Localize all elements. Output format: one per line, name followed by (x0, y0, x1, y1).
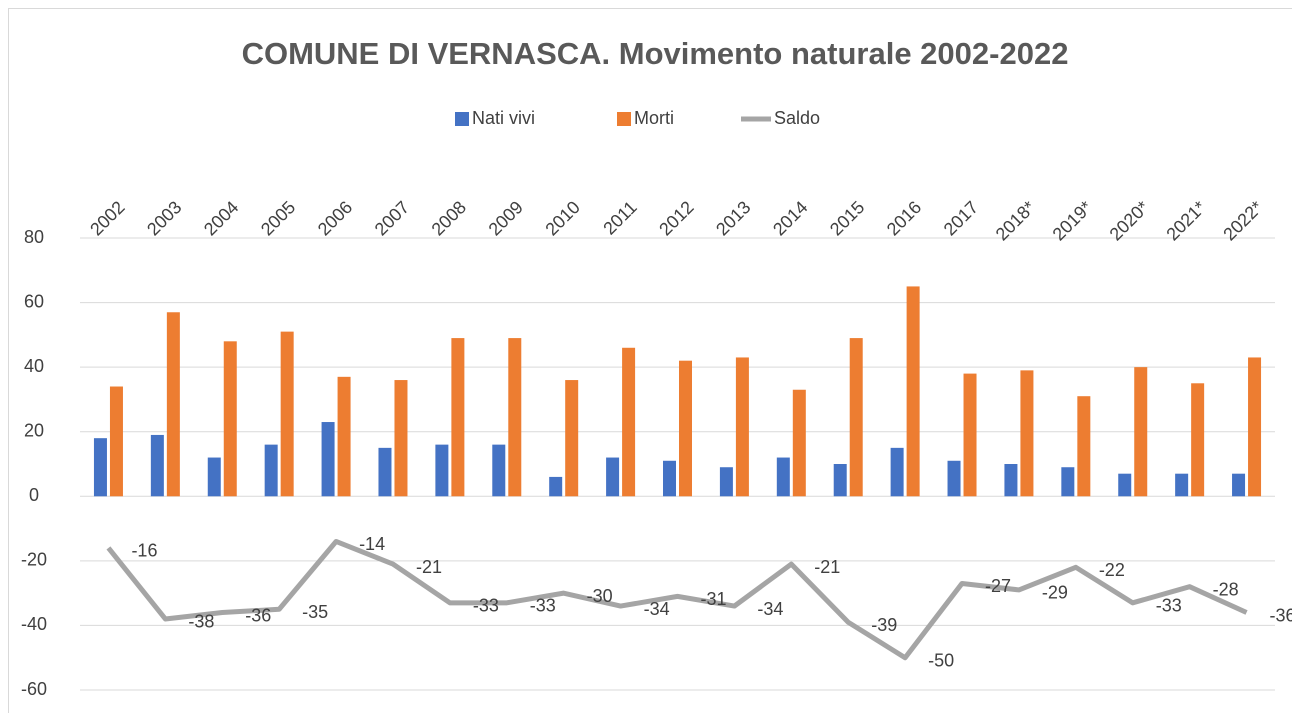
bar (1118, 473, 1132, 497)
bar (663, 460, 676, 497)
y-tick-label: 80 (24, 227, 44, 247)
legend-label: Saldo (774, 108, 820, 128)
data-label: -16 (131, 541, 157, 561)
bar (1061, 467, 1075, 497)
data-label: -36 (1270, 605, 1292, 625)
bar (378, 447, 392, 497)
bar (719, 467, 733, 497)
bar (223, 341, 237, 497)
bar (849, 338, 863, 497)
data-label: -14 (359, 534, 385, 554)
bar (833, 464, 847, 497)
data-label: -34 (644, 599, 670, 619)
chart-frame (8, 8, 1292, 713)
data-label: -39 (871, 615, 897, 635)
bar (963, 373, 977, 497)
legend-swatch (617, 112, 631, 126)
bar (1248, 357, 1262, 497)
y-tick-label: 0 (29, 485, 39, 505)
bar (549, 476, 563, 497)
data-label: -36 (245, 605, 271, 625)
bar (337, 376, 351, 497)
bar (451, 338, 465, 497)
y-tick-label: 20 (24, 420, 44, 440)
bar (207, 457, 221, 497)
data-label: -21 (416, 557, 442, 577)
data-label: -34 (757, 599, 783, 619)
bar (890, 447, 904, 497)
legend-swatch (455, 112, 469, 126)
data-label: -33 (1156, 596, 1182, 616)
bar (264, 444, 278, 497)
data-label: -29 (1042, 583, 1068, 603)
bar (906, 286, 920, 497)
data-label: -33 (473, 596, 499, 616)
chart-title: COMUNE DI VERNASCA. Movimento naturale 2… (242, 36, 1069, 71)
bar (1077, 396, 1091, 497)
y-tick-label: 60 (24, 291, 44, 311)
bar (321, 422, 335, 497)
bar (280, 331, 294, 497)
bar (166, 312, 180, 497)
bar (947, 460, 961, 497)
data-label: -33 (530, 596, 556, 616)
bar (606, 457, 620, 497)
y-tick-label: 40 (24, 356, 44, 376)
data-label: -30 (587, 586, 613, 606)
bar (109, 386, 123, 497)
data-label: -31 (700, 589, 726, 609)
data-label: -21 (814, 557, 840, 577)
data-label: -22 (1099, 560, 1125, 580)
bar (622, 347, 636, 497)
bar (1232, 473, 1246, 497)
data-label: -35 (302, 602, 328, 622)
bar (1020, 370, 1034, 497)
data-label: -27 (985, 576, 1011, 596)
bar (565, 380, 579, 497)
bar (679, 360, 692, 497)
bar (1191, 383, 1205, 497)
legend-label: Morti (634, 108, 674, 128)
bar (435, 444, 449, 497)
bar (1175, 473, 1189, 497)
legend-label: Nati vivi (472, 108, 535, 128)
y-tick-label: -40 (21, 614, 47, 634)
data-label: -28 (1213, 579, 1239, 599)
bar (394, 380, 408, 497)
bar (776, 457, 790, 497)
bar (1004, 464, 1018, 497)
bar (508, 338, 522, 497)
line (106, 538, 1248, 661)
bar (150, 434, 164, 497)
data-label: -50 (928, 650, 954, 670)
bar (492, 444, 506, 497)
bar (93, 438, 107, 497)
bar (1134, 367, 1148, 497)
y-tick-label: -20 (21, 550, 47, 570)
data-label: -38 (188, 612, 214, 632)
bar (735, 357, 749, 497)
bar (792, 389, 806, 497)
y-tick-label: -60 (21, 679, 47, 699)
